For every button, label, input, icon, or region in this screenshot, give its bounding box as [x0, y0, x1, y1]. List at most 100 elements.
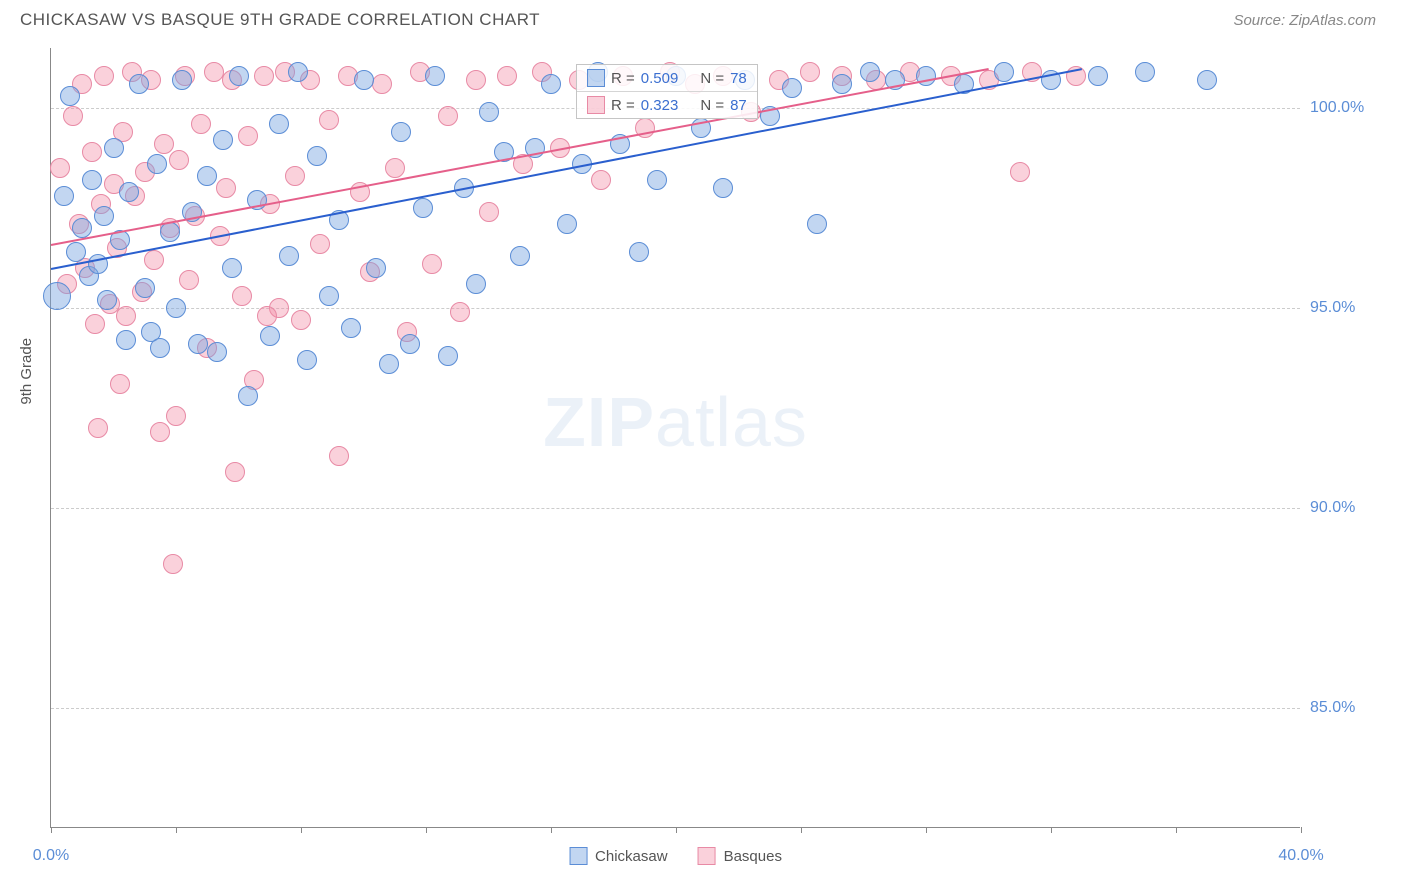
point-basque: [257, 306, 277, 326]
point-basque: [422, 254, 442, 274]
point-basque: [466, 70, 486, 90]
point-basque: [82, 142, 102, 162]
point-chickasaw: [213, 130, 233, 150]
x-tick: [676, 827, 677, 833]
point-chickasaw: [832, 74, 852, 94]
point-basque: [191, 114, 211, 134]
point-chickasaw: [541, 74, 561, 94]
point-chickasaw: [438, 346, 458, 366]
x-tick: [1176, 827, 1177, 833]
point-chickasaw: [466, 274, 486, 294]
point-basque: [50, 158, 70, 178]
point-basque: [591, 170, 611, 190]
point-chickasaw: [297, 350, 317, 370]
point-chickasaw: [97, 290, 117, 310]
y-tick-label: 85.0%: [1310, 699, 1380, 717]
point-chickasaw: [279, 246, 299, 266]
stats-n-label: N =: [700, 70, 724, 87]
legend-item: Basques: [698, 847, 782, 865]
x-tick: [176, 827, 177, 833]
legend-item: Chickasaw: [569, 847, 668, 865]
chart-wrap: 9th Grade ZIPatlas ChickasawBasques 85.0…: [0, 38, 1406, 888]
point-chickasaw: [341, 318, 361, 338]
point-basque: [232, 286, 252, 306]
grid-line: [51, 508, 1300, 509]
point-basque: [372, 74, 392, 94]
point-chickasaw: [288, 62, 308, 82]
x-tick: [426, 827, 427, 833]
x-tick: [301, 827, 302, 833]
point-chickasaw: [43, 282, 71, 310]
x-tick: [1301, 827, 1302, 833]
x-tick: [1051, 827, 1052, 833]
point-basque: [85, 314, 105, 334]
point-chickasaw: [222, 258, 242, 278]
point-chickasaw: [354, 70, 374, 90]
point-basque: [154, 134, 174, 154]
stats-r-label: R =: [611, 97, 635, 114]
point-chickasaw: [557, 214, 577, 234]
x-tick: [801, 827, 802, 833]
point-basque: [329, 446, 349, 466]
point-basque: [254, 66, 274, 86]
point-basque: [204, 62, 224, 82]
legend-label: Chickasaw: [595, 848, 668, 865]
point-basque: [479, 202, 499, 222]
point-basque: [310, 234, 330, 254]
point-basque: [110, 374, 130, 394]
stats-swatch: [587, 69, 605, 87]
stats-n-value: 87: [730, 97, 747, 114]
stats-r-label: R =: [611, 70, 635, 87]
stats-swatch: [587, 96, 605, 114]
point-chickasaw: [147, 154, 167, 174]
legend-swatch: [569, 847, 587, 865]
y-axis-title: 9th Grade: [18, 338, 35, 405]
point-chickasaw: [238, 386, 258, 406]
point-basque: [497, 66, 517, 86]
stats-r-value: 0.323: [641, 97, 679, 114]
point-chickasaw: [391, 122, 411, 142]
point-chickasaw: [82, 170, 102, 190]
point-chickasaw: [479, 102, 499, 122]
y-tick-label: 90.0%: [1310, 499, 1380, 517]
point-chickasaw: [207, 342, 227, 362]
point-chickasaw: [94, 206, 114, 226]
point-chickasaw: [366, 258, 386, 278]
point-chickasaw: [150, 338, 170, 358]
point-basque: [1010, 162, 1030, 182]
point-chickasaw: [172, 70, 192, 90]
point-chickasaw: [1135, 62, 1155, 82]
point-chickasaw: [119, 182, 139, 202]
point-chickasaw: [379, 354, 399, 374]
point-chickasaw: [260, 326, 280, 346]
x-tick-label: 0.0%: [33, 847, 69, 865]
plot-area: ZIPatlas ChickasawBasques 85.0%90.0%95.0…: [50, 48, 1300, 828]
point-basque: [385, 158, 405, 178]
x-tick-label: 40.0%: [1278, 847, 1323, 865]
point-basque: [800, 62, 820, 82]
grid-line: [51, 708, 1300, 709]
point-basque: [150, 422, 170, 442]
point-chickasaw: [713, 178, 733, 198]
point-chickasaw: [188, 334, 208, 354]
point-chickasaw: [269, 114, 289, 134]
point-basque: [285, 166, 305, 186]
stats-row: R =0.509N =78: [577, 65, 757, 91]
watermark-zip: ZIP: [543, 383, 655, 461]
point-chickasaw: [166, 298, 186, 318]
y-tick-label: 100.0%: [1310, 99, 1380, 117]
point-basque: [450, 302, 470, 322]
point-basque: [88, 418, 108, 438]
x-tick: [51, 827, 52, 833]
stats-n-label: N =: [700, 97, 724, 114]
watermark: ZIPatlas: [543, 382, 808, 462]
point-chickasaw: [229, 66, 249, 86]
point-chickasaw: [54, 186, 74, 206]
point-chickasaw: [860, 62, 880, 82]
point-chickasaw: [129, 74, 149, 94]
point-chickasaw: [994, 62, 1014, 82]
point-basque: [216, 178, 236, 198]
point-basque: [144, 250, 164, 270]
point-chickasaw: [72, 218, 92, 238]
point-chickasaw: [104, 138, 124, 158]
